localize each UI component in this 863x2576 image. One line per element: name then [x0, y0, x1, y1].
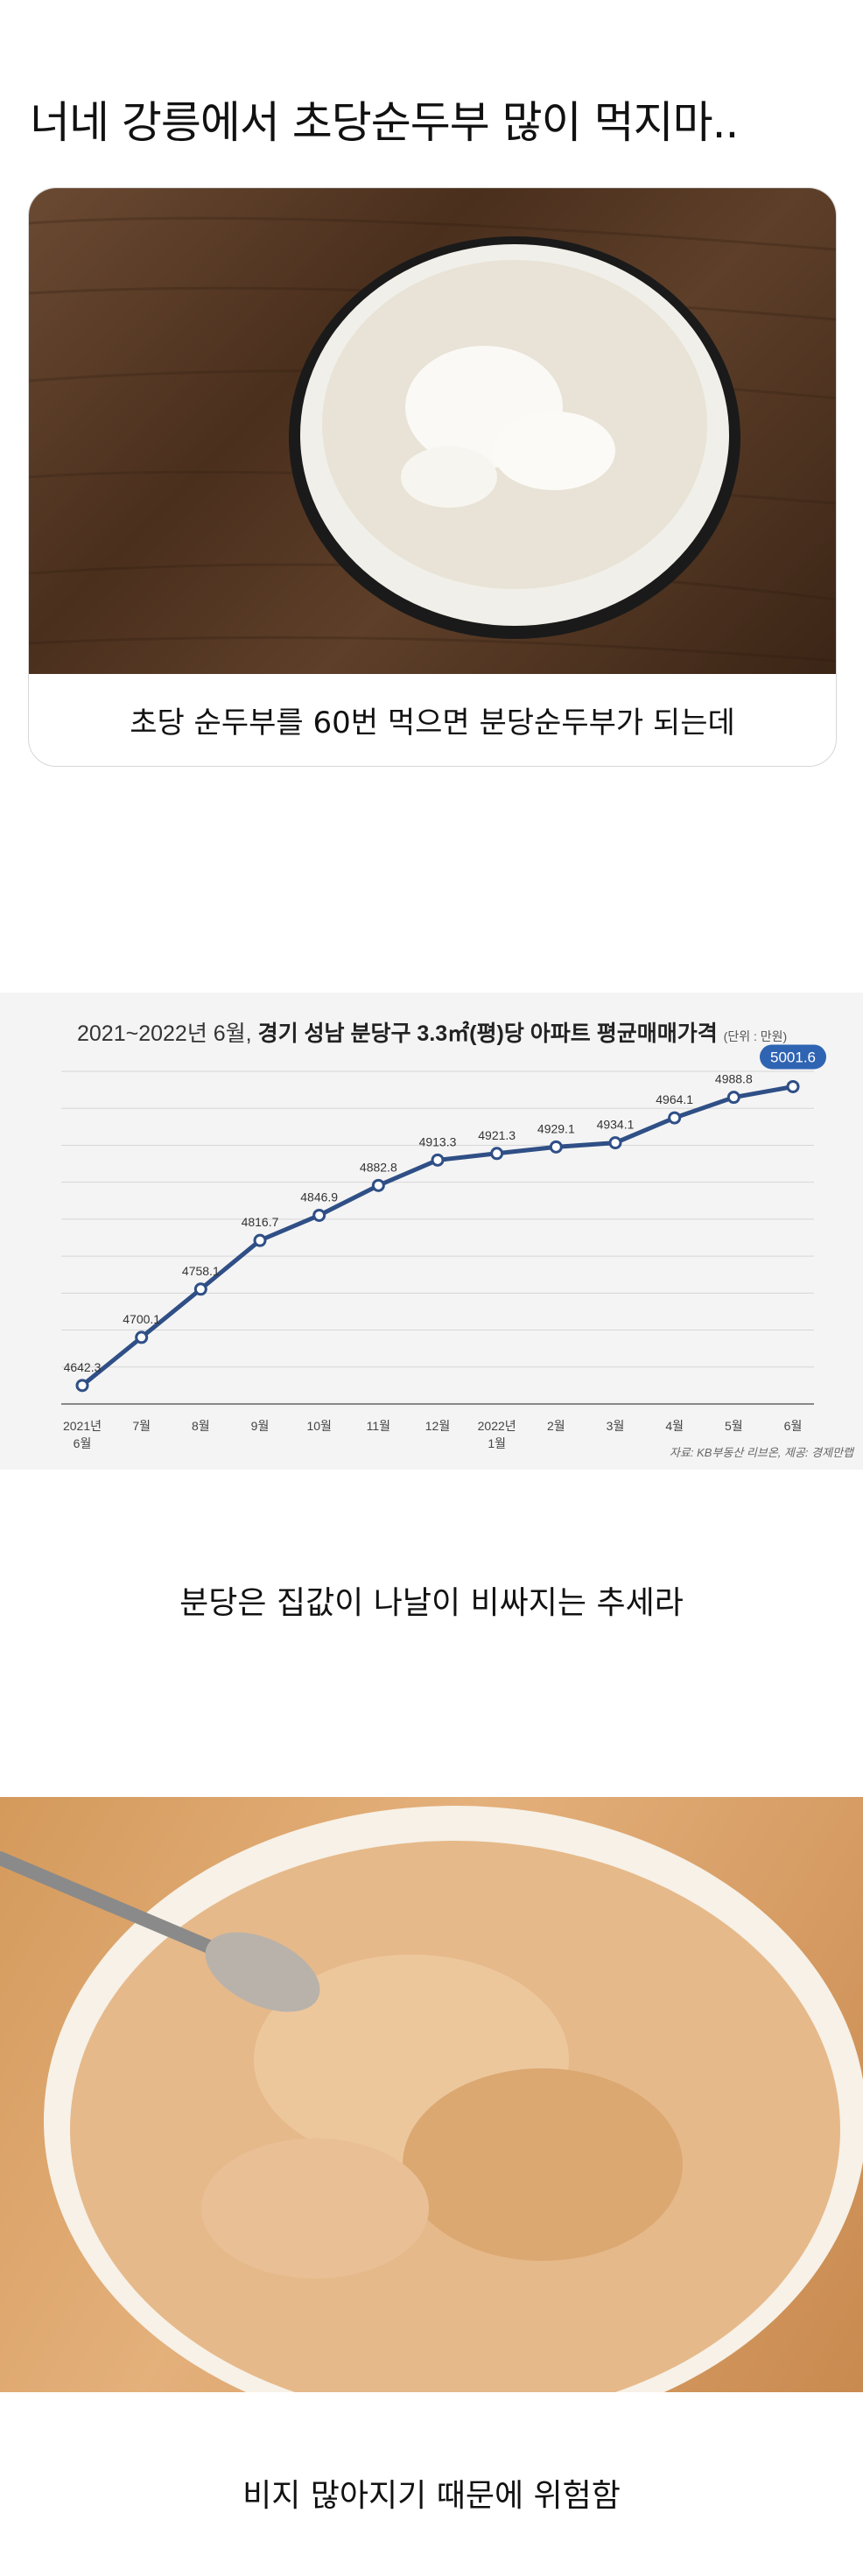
- chart-title: 2021~2022년 6월, 경기 성남 분당구 3.3㎡(평)당 아파트 평균…: [77, 1021, 787, 1046]
- x-tick-label: 7월: [132, 1419, 151, 1433]
- data-label: 4964.1: [656, 1092, 693, 1106]
- data-point: [253, 1233, 267, 1247]
- bean-curd-dregs-photo: [0, 1797, 863, 2392]
- x-tick-label: 9월: [251, 1419, 270, 1433]
- data-label: 4988.8: [715, 1072, 753, 1086]
- data-label: 4882.8: [360, 1160, 397, 1174]
- data-point: [135, 1330, 149, 1344]
- price-chart: 2021~2022년 6월, 경기 성남 분당구 3.3㎡(평)당 아파트 평균…: [0, 993, 863, 1470]
- x-tick-label: 3월: [607, 1419, 625, 1433]
- x-tick-label: 12월: [425, 1419, 450, 1433]
- data-point: [786, 1079, 800, 1093]
- data-point: [549, 1140, 563, 1154]
- data-label: 5001.6: [770, 1049, 816, 1065]
- card-caption: 초당 순두부를 60번 먹으면 분당순두부가 되는데: [130, 705, 735, 741]
- caption-housing-prices: 분당은 집값이 나날이 비싸지는 추세라: [179, 1585, 684, 1621]
- data-label: 4758.1: [182, 1264, 220, 1278]
- x-tick-label: 2021년: [63, 1419, 102, 1433]
- data-label: 4816.7: [242, 1215, 279, 1229]
- chart-title-prefix: 2021~2022년 6월,: [77, 1021, 258, 1046]
- chart-unit: (단위 : 만원): [724, 1029, 788, 1043]
- x-tick-label: 4월: [665, 1419, 684, 1433]
- data-point: [193, 1282, 207, 1296]
- x-tick-label: 11월: [367, 1419, 390, 1433]
- data-label: 4700.1: [123, 1312, 160, 1326]
- x-tick-label: 2022년: [478, 1419, 516, 1433]
- data-point: [75, 1379, 89, 1393]
- data-point: [371, 1178, 385, 1192]
- data-label: 4913.3: [419, 1134, 457, 1148]
- x-tick-label: 8월: [192, 1419, 210, 1433]
- data-point: [668, 1111, 682, 1125]
- data-point: [726, 1091, 740, 1105]
- x-tick-label: 5월: [725, 1419, 743, 1433]
- data-label: 4934.1: [597, 1118, 635, 1132]
- highlight-badge: [760, 1044, 826, 1070]
- data-label: 4846.9: [300, 1190, 338, 1204]
- x-tick-label: 6월: [74, 1436, 92, 1450]
- data-label: 4929.1: [537, 1121, 575, 1135]
- x-tick-label: 6월: [784, 1419, 803, 1433]
- image-card[interactable]: 초당 순두부를 60번 먹으면 분당순두부가 되는데: [28, 187, 837, 767]
- chart-title-bold: 경기 성남 분당구 3.3㎡(평)당 아파트 평균매매가격: [258, 1021, 724, 1046]
- caption-bean-curd-dregs: 비지 많아지기 때문에 위험함: [242, 2478, 621, 2514]
- chart-svg: 2021~2022년 6월, 경기 성남 분당구 3.3㎡(평)당 아파트 평균…: [0, 993, 863, 1470]
- x-tick-label: 1월: [488, 1436, 506, 1450]
- data-label: 4642.3: [64, 1360, 102, 1374]
- x-tick-label: 10월: [306, 1419, 331, 1433]
- x-tick-label: 2월: [547, 1419, 565, 1433]
- post-title: 너네 강릉에서 초당순두부 많이 먹지마..: [30, 97, 739, 148]
- data-point: [431, 1153, 445, 1167]
- data-point: [312, 1208, 326, 1222]
- data-point: [608, 1136, 622, 1150]
- data-point: [490, 1147, 504, 1161]
- chart-source: 자료: KB부동산 리브온, 제공: 경제만랩: [670, 1446, 855, 1459]
- soft-tofu-photo: [29, 188, 836, 674]
- data-label: 4921.3: [478, 1128, 516, 1142]
